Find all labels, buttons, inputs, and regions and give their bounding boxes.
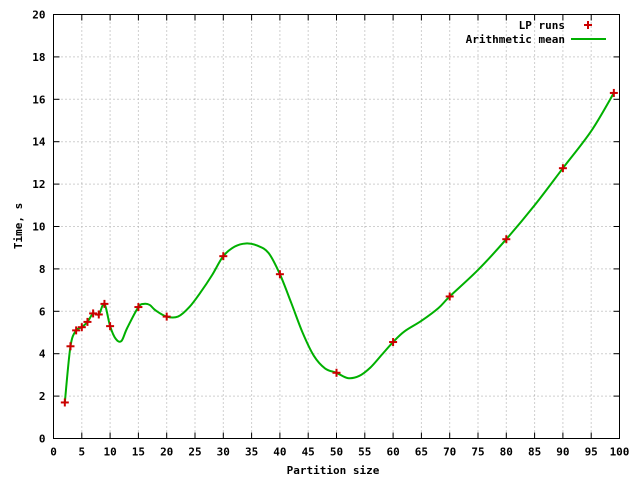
legend-label: LP runs: [519, 19, 565, 32]
x-axis-label: Partition size: [287, 464, 380, 477]
data-point-lp-run: [558, 164, 567, 173]
data-point-lp-run: [332, 368, 341, 377]
x-tick-label: 35: [245, 446, 258, 459]
data-point-lp-run: [60, 398, 69, 407]
y-tick-label: 20: [32, 9, 45, 22]
grid: [53, 14, 620, 439]
x-tick-label: 85: [528, 446, 541, 459]
y-tick-label: 10: [32, 221, 45, 234]
data-point-lp-run: [94, 310, 103, 319]
data-point-lp-run: [100, 299, 109, 308]
x-tick-label: 95: [585, 446, 598, 459]
x-tick-label: 5: [78, 446, 85, 459]
x-tick-label: 30: [217, 446, 230, 459]
series-line-arithmetic-mean: [63, 92, 615, 403]
data-point-lp-run: [83, 317, 92, 326]
y-tick-label: 4: [39, 348, 46, 361]
y-tick-label: 2: [39, 390, 46, 403]
data-point-lp-run: [134, 303, 143, 312]
x-tick-label: 75: [471, 446, 484, 459]
x-tick-label: 80: [500, 446, 513, 459]
legend-marker-lp-runs: [584, 21, 592, 29]
y-tick-label: 16: [32, 93, 46, 106]
axis-ticks: 0 2 4 6 8 10 12 14 16 18 20 0 5 10 15 20 25 30 35 40 45 50 55 6…: [32, 9, 629, 459]
x-tick-label: 40: [273, 446, 286, 459]
x-tick-label: 20: [160, 446, 173, 459]
data-point-lp-run: [219, 252, 228, 261]
y-tick-label: 8: [39, 263, 46, 276]
data-point-lp-run: [275, 270, 284, 279]
data-point-lp-run: [609, 88, 618, 97]
y-tick-label: 0: [39, 433, 46, 446]
data-point-lp-run: [66, 342, 75, 351]
y-tick-label: 6: [39, 305, 46, 318]
x-tick-label: 65: [415, 446, 428, 459]
data-point-lp-run: [162, 312, 171, 321]
x-tick-label: 70: [443, 446, 456, 459]
data-point-lp-run: [502, 235, 511, 244]
data-point-lp-run: [77, 323, 86, 332]
y-tick-label: 14: [32, 136, 46, 149]
x-tick-label: 0: [50, 446, 57, 459]
x-tick-label: 55: [358, 446, 371, 459]
x-tick-label: 45: [302, 446, 315, 459]
x-tick-label: 10: [103, 446, 116, 459]
data-point-lp-run: [445, 292, 454, 301]
legend-label: Arithmetic mean: [466, 33, 565, 46]
y-axis-label: Time, s: [12, 203, 25, 249]
x-tick-label: 50: [330, 446, 343, 459]
plot-frame: [53, 14, 620, 439]
x-tick-label: 25: [188, 446, 201, 459]
x-tick-label: 60: [386, 446, 399, 459]
data-point-lp-run: [389, 338, 398, 347]
data-point-lp-run: [89, 309, 98, 318]
x-tick-label: 90: [556, 446, 569, 459]
y-tick-label: 12: [32, 178, 45, 191]
x-tick-label: 15: [132, 446, 145, 459]
data-point-lp-run: [106, 322, 115, 331]
x-tick-label: 100: [610, 446, 630, 459]
series: [60, 88, 618, 407]
y-tick-label: 18: [32, 51, 45, 64]
data-point-lp-run: [72, 326, 81, 335]
